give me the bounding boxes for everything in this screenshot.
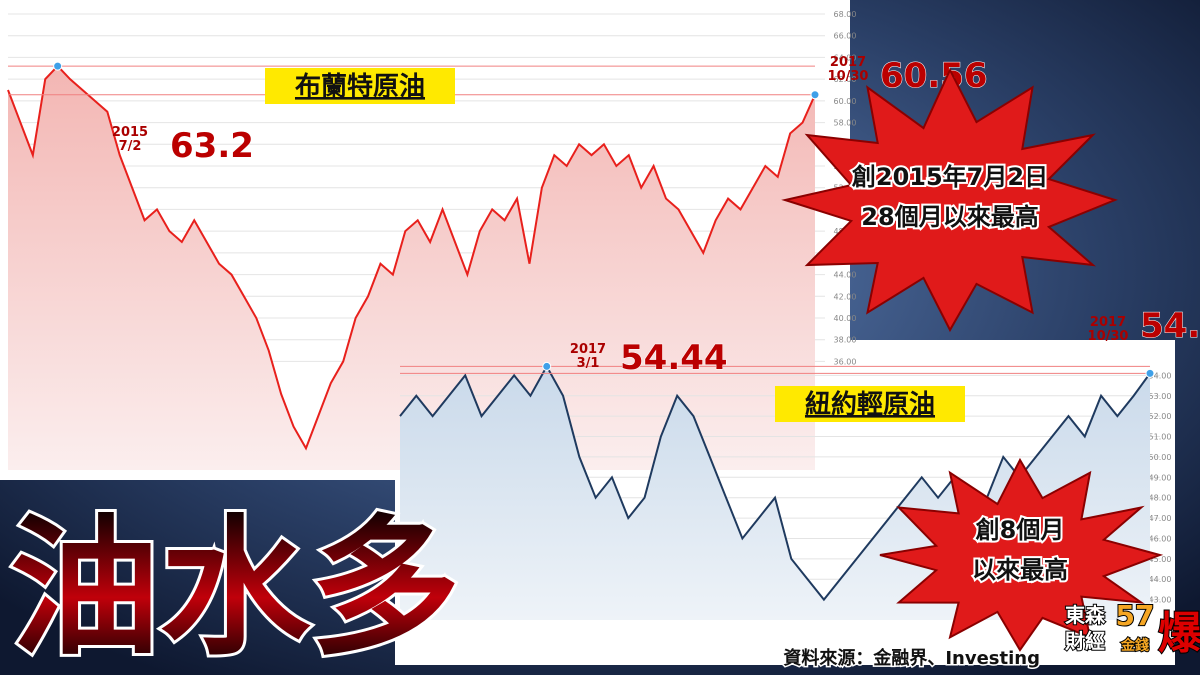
annotation-year: 2017 (1090, 315, 1126, 330)
y-tick-label: 53.00 (1149, 392, 1172, 401)
point (542, 361, 552, 371)
point (1145, 368, 1155, 378)
annotation-value: 60.56 (880, 56, 988, 96)
title-box (775, 386, 965, 422)
y-tick-label: 38.00 (834, 336, 857, 345)
y-tick-label: 52.00 (1149, 412, 1172, 421)
chart-title: 紐約輕原油 (805, 389, 935, 420)
chart-title: 布蘭特原油 (295, 71, 425, 102)
annotation-year: 2017 (830, 55, 866, 70)
burst-text: 創2015年7月2日 (852, 163, 1048, 191)
y-tick-label: 62.00 (834, 75, 857, 84)
y-tick-label: 49.00 (1149, 473, 1172, 482)
annotation-value: 54.1 (1140, 306, 1200, 346)
annotation-date: 10/30 (828, 69, 869, 84)
y-tick-label: 44.00 (1149, 575, 1172, 584)
headline: 油水多 (10, 502, 460, 675)
annotation-date: 10/30 (1088, 329, 1129, 344)
y-tick-label: 47.00 (1149, 514, 1172, 523)
logo-text: 爆 (1158, 608, 1200, 659)
annotation-value: 63.2 (170, 126, 254, 166)
y-tick-label: 48.00 (1149, 494, 1172, 503)
logo-text: 57 (1116, 599, 1155, 632)
annotation-date: 3/1 (577, 356, 600, 371)
y-tick-label: 36.00 (834, 357, 857, 366)
y-tick-label: 66.00 (834, 32, 857, 41)
y-tick-label: 43.00 (1149, 596, 1172, 605)
annotation-year: 2017 (570, 342, 606, 357)
source: 資料來源：金融界、Investing (783, 647, 1040, 669)
logo-text: 東森 (1065, 603, 1106, 627)
y-tick-label: 60.00 (834, 97, 857, 106)
y-tick-label: 54.00 (1149, 371, 1172, 380)
y-tick-label: 44.00 (834, 271, 857, 280)
y-tick-label: 40.00 (834, 314, 857, 323)
point (810, 90, 820, 100)
starburst (781, 67, 1118, 333)
y-tick-label: 50.00 (1149, 453, 1172, 462)
area (8, 66, 815, 470)
burst-text: 創8個月 (976, 516, 1065, 544)
y-tick-label: 64.00 (834, 53, 857, 62)
y-tick-label: 45.00 (1149, 555, 1172, 564)
annotation-value: 54.44 (620, 338, 728, 378)
point (53, 61, 63, 71)
starburst (879, 457, 1164, 652)
y-tick-label: 42.00 (834, 292, 857, 301)
logo-text: 金錢 (1120, 637, 1149, 654)
price-line (7, 64, 816, 451)
annotation-year: 2015 (112, 125, 148, 140)
y-tick-label: 51.00 (1149, 433, 1172, 442)
logo-text: 財經 (1065, 629, 1105, 653)
y-tick-label: 68.00 (834, 10, 857, 19)
y-tick-label: 58.00 (834, 119, 857, 128)
y-tick-label: 46.00 (1149, 534, 1172, 543)
burst-text: 28個月以來最高 (861, 203, 1038, 231)
title-box (265, 68, 455, 104)
annotation-date: 7/2 (119, 139, 142, 154)
burst-text: 以來最高 (972, 556, 1068, 584)
